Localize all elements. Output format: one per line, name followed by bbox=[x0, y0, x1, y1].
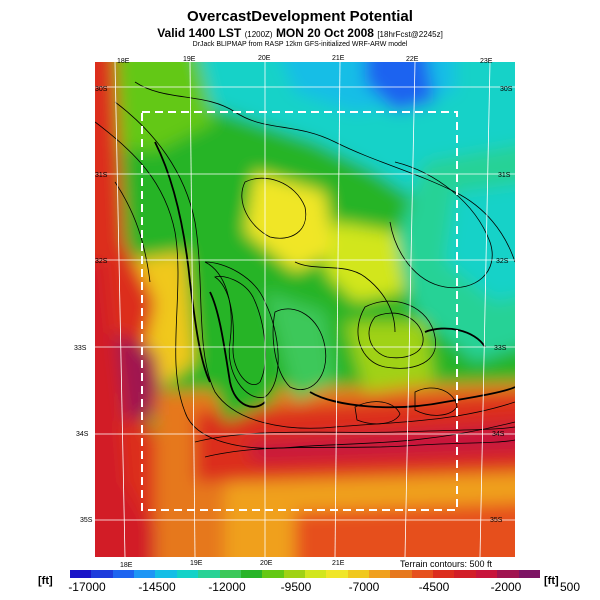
lat-label: 31S bbox=[498, 172, 511, 179]
colorbar-swatch bbox=[112, 570, 135, 578]
terrain-contour-note: Terrain contours: 500 ft bbox=[400, 559, 493, 569]
colorbar-tick: -9500 bbox=[280, 580, 312, 594]
lon-label: 18E bbox=[120, 562, 133, 569]
lon-label: 21E bbox=[332, 560, 345, 567]
lon-label: 22E bbox=[406, 56, 419, 63]
colorbar-swatch bbox=[326, 570, 348, 578]
colorbar-swatch bbox=[70, 570, 92, 578]
lat-label: 33S bbox=[494, 345, 507, 352]
colorbar-swatch bbox=[475, 570, 498, 578]
colorbar-swatch bbox=[283, 570, 305, 578]
unit-label-right: [ft] bbox=[544, 575, 559, 587]
colorbar-swatch bbox=[369, 570, 391, 578]
inner-domain-box bbox=[141, 111, 458, 511]
colorbar-swatch bbox=[262, 570, 284, 578]
colorbar-swatch bbox=[304, 570, 327, 578]
lat-label: 30S bbox=[95, 86, 108, 93]
valid-date: MON 20 Oct 2008 bbox=[275, 26, 374, 40]
colorbar-tick: -14500 bbox=[138, 580, 176, 594]
lon-label: 21E bbox=[332, 55, 345, 62]
colorbar-swatch bbox=[219, 570, 241, 578]
lat-label: 30S bbox=[500, 86, 513, 93]
lat-label: 32S bbox=[496, 258, 509, 265]
colorbar-swatch bbox=[518, 570, 540, 578]
lat-label: 34S bbox=[492, 431, 505, 438]
forecast-info: [18hrFcst@2245z] bbox=[377, 30, 443, 39]
colorbar-tick: -4500 bbox=[418, 580, 450, 594]
terrain-contours bbox=[95, 81, 515, 458]
colorbar-swatch bbox=[176, 570, 199, 578]
valid-zulu: (1200Z) bbox=[244, 30, 273, 39]
lat-label: 35S bbox=[80, 517, 93, 524]
colorbar-swatch bbox=[347, 570, 370, 578]
colorbar-swatch bbox=[240, 570, 263, 578]
model-byline: DrJack BLIPMAP from RASP 12km GFS-initia… bbox=[192, 41, 408, 48]
lon-label: 18E bbox=[117, 58, 130, 65]
lon-label: 19E bbox=[190, 560, 203, 567]
colorbar-tick: 500 bbox=[559, 580, 581, 594]
colorbar-swatch bbox=[433, 570, 455, 578]
colorbar-ticks: -17000 -14500 -12000 -9500 -7000 -4500 -… bbox=[0, 580, 600, 596]
lat-label: 33S bbox=[74, 345, 87, 352]
colorbar-tick: -12000 bbox=[208, 580, 246, 594]
colorbar bbox=[70, 570, 540, 578]
colorbar-tick: -2000 bbox=[490, 580, 522, 594]
colorbar-swatch bbox=[198, 570, 220, 578]
lon-label: 23E bbox=[480, 58, 493, 65]
colorbar-swatch bbox=[155, 570, 177, 578]
lat-label: 31S bbox=[95, 172, 108, 179]
colorbar-swatch bbox=[411, 570, 434, 578]
colorbar-swatch bbox=[134, 570, 156, 578]
valid-time: Valid 1400 LST (1200Z) MON 20 Oct 2008 [… bbox=[0, 26, 600, 40]
lat-label: 35S bbox=[490, 517, 503, 524]
graticule bbox=[95, 62, 515, 557]
colorbar-tick: -17000 bbox=[68, 580, 106, 594]
valid-prefix: Valid 1400 LST bbox=[157, 26, 242, 40]
colorbar-swatch bbox=[390, 570, 412, 578]
unit-label-left: [ft] bbox=[38, 575, 53, 587]
lon-label: 19E bbox=[183, 56, 196, 63]
map-title: OvercastDevelopment Potential bbox=[187, 8, 413, 25]
lat-label: 34S bbox=[76, 431, 89, 438]
colorbar-swatch bbox=[497, 570, 519, 578]
lon-label: 20E bbox=[258, 55, 271, 62]
lon-label: 20E bbox=[260, 560, 273, 567]
field-layer bbox=[95, 62, 515, 557]
colorbar-tick: -7000 bbox=[348, 580, 380, 594]
forecast-map bbox=[95, 62, 515, 557]
lat-label: 32S bbox=[95, 258, 108, 265]
colorbar-swatch bbox=[91, 570, 113, 578]
colorbar-swatch bbox=[454, 570, 476, 578]
